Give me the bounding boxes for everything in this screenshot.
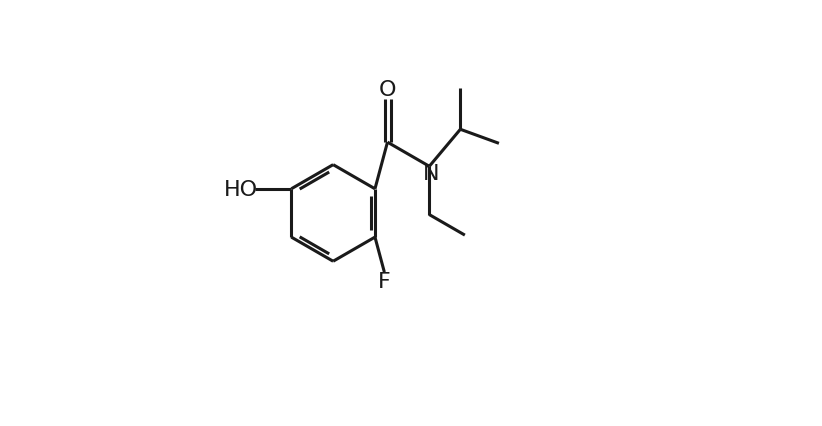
Text: HO: HO (224, 179, 258, 199)
Text: F: F (378, 272, 390, 292)
Text: O: O (379, 80, 396, 100)
Text: N: N (423, 164, 439, 184)
